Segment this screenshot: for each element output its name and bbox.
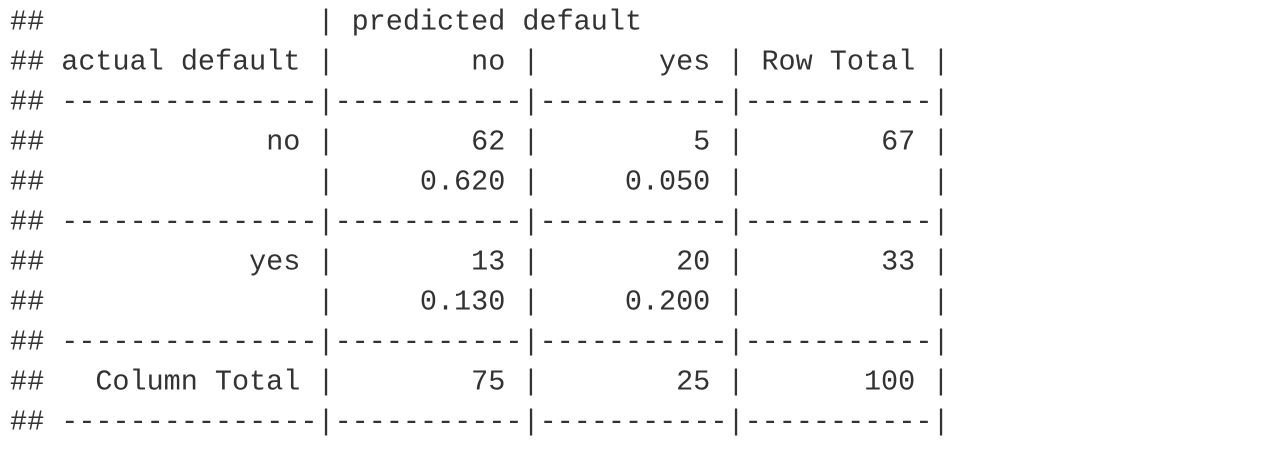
proportion-cell: 0.050 bbox=[625, 166, 710, 199]
column-total-label: Column Total bbox=[95, 366, 300, 399]
count-cell: 62 bbox=[471, 126, 505, 159]
pipe: | bbox=[522, 246, 539, 279]
proportion-cell: 0.130 bbox=[420, 286, 505, 319]
count-cell: 5 bbox=[693, 126, 710, 159]
prompt: ## bbox=[10, 126, 44, 159]
pipe: | bbox=[317, 366, 334, 399]
pipe: | bbox=[317, 286, 334, 319]
column-label: yes bbox=[659, 46, 710, 79]
separator: ---------------|-----------|-----------|… bbox=[61, 406, 949, 439]
row-label: yes bbox=[249, 246, 300, 279]
pipe: | bbox=[522, 366, 539, 399]
proportion-cell: 0.200 bbox=[625, 286, 710, 319]
prompt: ## bbox=[10, 166, 44, 199]
pipe: | bbox=[317, 126, 334, 159]
pipe: | bbox=[727, 286, 744, 319]
count-cell: 20 bbox=[676, 246, 710, 279]
column-label: no bbox=[471, 46, 505, 79]
prompt: ## bbox=[10, 246, 44, 279]
grand-total: 100 bbox=[864, 366, 915, 399]
row-total-label: Row Total bbox=[761, 46, 915, 79]
pipe: | bbox=[932, 246, 949, 279]
pipe: | bbox=[727, 246, 744, 279]
pipe: | bbox=[727, 46, 744, 79]
pipe: | bbox=[932, 46, 949, 79]
row-total: 67 bbox=[881, 126, 915, 159]
prompt: ## bbox=[10, 326, 44, 359]
separator: ---------------|-----------|-----------|… bbox=[61, 86, 949, 119]
column-variable: predicted default bbox=[352, 6, 642, 39]
pipe: | bbox=[932, 166, 949, 199]
pipe: | bbox=[522, 46, 539, 79]
row-variable: actual default bbox=[61, 46, 300, 79]
prompt: ## bbox=[10, 86, 44, 119]
prompt: ## bbox=[10, 366, 44, 399]
pipe: | bbox=[522, 286, 539, 319]
pipe: | bbox=[727, 366, 744, 399]
pipe: | bbox=[317, 166, 334, 199]
column-total: 25 bbox=[676, 366, 710, 399]
pipe: | bbox=[317, 6, 334, 39]
row-label: no bbox=[266, 126, 300, 159]
separator: ---------------|-----------|-----------|… bbox=[61, 326, 949, 359]
count-cell: 13 bbox=[471, 246, 505, 279]
row-total: 33 bbox=[881, 246, 915, 279]
column-total: 75 bbox=[471, 366, 505, 399]
pipe: | bbox=[522, 126, 539, 159]
pipe: | bbox=[727, 126, 744, 159]
prompt: ## bbox=[10, 286, 44, 319]
pipe: | bbox=[932, 286, 949, 319]
pipe: | bbox=[932, 366, 949, 399]
prompt: ## bbox=[10, 46, 44, 79]
separator: ---------------|-----------|-----------|… bbox=[61, 206, 949, 239]
pipe: | bbox=[932, 126, 949, 159]
prompt: ## bbox=[10, 206, 44, 239]
pipe: | bbox=[317, 46, 334, 79]
pipe: | bbox=[727, 166, 744, 199]
pipe: | bbox=[522, 166, 539, 199]
prompt: ## bbox=[10, 406, 44, 439]
pipe: | bbox=[317, 246, 334, 279]
proportion-cell: 0.620 bbox=[420, 166, 505, 199]
prompt: ## bbox=[10, 6, 44, 39]
